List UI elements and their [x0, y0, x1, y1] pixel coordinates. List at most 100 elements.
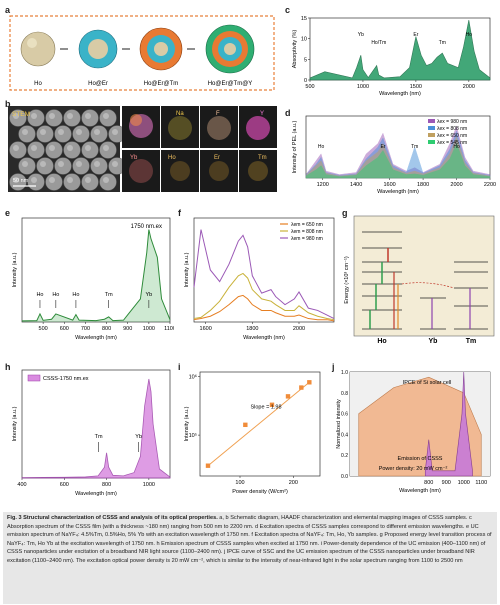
legend-text: λem = 808 nm: [291, 229, 323, 235]
y-axis-label: Intensity (a.u.): [12, 252, 18, 287]
nanoparticle-highlight: [67, 177, 73, 183]
peak-label: Ho: [453, 144, 460, 150]
excitation-line: [193, 272, 335, 321]
x-tick-label: 2000: [450, 182, 462, 188]
data-point: [243, 422, 248, 428]
peak-label: Er: [380, 144, 385, 150]
y-axis-label: Absorptivity (%): [292, 30, 298, 69]
y-axis-label: Normalized intensity: [336, 399, 342, 449]
x-tick-label: 200: [289, 480, 298, 486]
fit-line: [207, 381, 310, 467]
nanoparticle-highlight: [40, 161, 46, 167]
map-label-y: Y: [260, 111, 264, 117]
y-tick-label: 0.4: [341, 432, 348, 438]
data-point: [269, 402, 275, 407]
panel-label-f: f: [178, 208, 181, 218]
x-axis-label: Wavelength (nm): [75, 335, 117, 341]
legend-swatch: [428, 133, 435, 137]
x-tick-label: 2000: [293, 326, 305, 332]
x-axis-label: Wavelength (nm): [75, 491, 117, 497]
x-tick-label: 1000: [143, 482, 155, 488]
data-point: [205, 463, 211, 468]
chart-c-absorption: 500 1000 1500 2000 Wavelength (nm) Absorptivi…: [292, 16, 491, 97]
legend-swatch: [27, 374, 41, 382]
x-tick-label: 1800: [246, 326, 258, 332]
map-label-tm: Tm: [258, 155, 267, 161]
peak-label: Tm: [411, 144, 418, 150]
sphere-ho-er-tm-y: [205, 24, 255, 74]
sphere-ho-er: [78, 29, 118, 69]
excitation-annotation: 1750 nm.ex: [131, 224, 162, 230]
peak-label: Tm: [439, 40, 446, 46]
x-axis-label: Wavelength (nm): [399, 488, 441, 494]
nanoparticle-highlight: [112, 129, 118, 135]
stem-label: STEM: [12, 111, 30, 118]
y-tick-label: 0.2: [341, 453, 348, 459]
map-er: [200, 150, 238, 192]
y-axis-label: Intensity (a.u.): [184, 252, 190, 287]
data-point: [299, 385, 304, 390]
peak-label: Ho: [36, 292, 43, 298]
chart-d-excitation: 1200 1400 1600 1800 2000 2200 Wavelength (nm) I…: [292, 115, 496, 195]
schematic-border: [9, 15, 275, 91]
plot-frame: [199, 371, 321, 477]
excitation-arrows: [369, 248, 399, 329]
peak-label: Tm: [95, 434, 103, 440]
nanoparticle-highlight: [31, 177, 37, 183]
data-point: [285, 394, 291, 399]
x-axis-label: Power density (W/cm²): [232, 489, 288, 495]
x-axis-label: Wavelength (nm): [379, 91, 421, 97]
x-tick-label: 1100: [475, 480, 487, 486]
y-tick-label: 0.6: [341, 412, 348, 418]
chart-e-uc-emission: 500 600 700 800 900 1000 1100 Wavelength (nm) In…: [12, 217, 174, 341]
nanoparticle-highlight: [85, 145, 91, 151]
map-yb: [122, 150, 160, 192]
x-tick-label: 700: [81, 326, 90, 332]
y-tick-label: 0.0: [341, 474, 348, 480]
nanoparticle-highlight: [94, 161, 100, 167]
label-ho-er-tm: Ho@Er@Tm: [144, 81, 179, 87]
nanoparticle-highlight: [31, 145, 37, 151]
map-label-ho: Ho: [168, 155, 176, 161]
x-tick-label: 1600: [384, 182, 396, 188]
x-tick-label: 100: [235, 480, 244, 486]
map-label-yb: Yb: [130, 155, 138, 161]
y-tick-label: 0.8: [341, 391, 348, 397]
panel-a-schematic: Ho Ho@Er Ho@Er@Tm Ho@Er@Tm@Y: [9, 15, 275, 91]
legend-text: CSSS-1750 nm.ex: [43, 376, 89, 382]
x-axis-label: Wavelength (nm): [243, 335, 285, 341]
nanoparticle-highlight: [76, 129, 82, 135]
map-tm: [239, 150, 277, 192]
nanoparticle-highlight: [22, 161, 28, 167]
x-tick-label: 1000: [357, 84, 369, 90]
x-tick-label: 600: [60, 482, 69, 488]
figure-caption: Fig. 3 Structural characterization of CS…: [3, 512, 497, 604]
x-tick-label: 800: [102, 482, 111, 488]
nanoparticle-highlight: [112, 161, 118, 167]
emission-label: Emission of CSSS: [398, 456, 443, 462]
x-tick-label: 1500: [410, 84, 422, 90]
svg-text:Energy (×10³ cm⁻¹): Energy (×10³ cm⁻¹): [344, 256, 350, 304]
x-tick-label: 1100: [164, 326, 174, 332]
emission-area: [424, 371, 473, 477]
legend-text: λem = 650 nm: [291, 222, 323, 228]
panel-label-c: c: [285, 5, 291, 15]
legend-swatch: [428, 126, 435, 130]
nanoparticle-highlight: [103, 113, 109, 119]
data-point: [307, 380, 312, 385]
x-tick-label: 800: [424, 480, 433, 486]
legend-text: λex = 808 nm: [437, 126, 467, 132]
x-tick-label: 900: [123, 326, 132, 332]
map-label-f: F: [216, 111, 220, 117]
chart-h-emission: 400 600 800 1000 Wavelength (nm) Intensity (a…: [12, 369, 171, 497]
tm-levels: [454, 261, 488, 330]
scale-label: 50 nm: [13, 178, 29, 184]
nanoparticle-highlight: [103, 177, 109, 183]
x-tick-label: 2200: [484, 182, 496, 188]
peak-label: Ho: [318, 144, 325, 150]
excitation-line: [193, 294, 335, 322]
power-label: Power density: 20 mW cm⁻²: [379, 466, 448, 472]
x-tick-label: 1600: [200, 326, 212, 332]
peak-label: Yb: [358, 32, 364, 38]
panel-label-e: e: [5, 208, 11, 218]
